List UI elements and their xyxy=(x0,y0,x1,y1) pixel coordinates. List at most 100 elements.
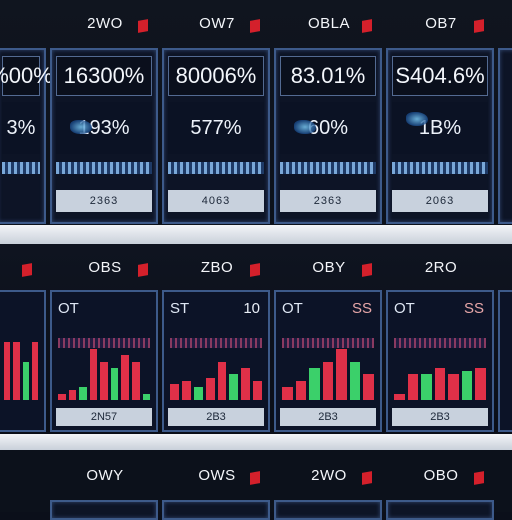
chart-bar xyxy=(461,371,473,400)
metric-tile[interactable]: 83.01% 60% 2363 xyxy=(274,48,382,224)
chart-bar xyxy=(229,374,239,400)
flag-icon xyxy=(362,263,372,277)
signal-band xyxy=(58,338,150,348)
chart-bar xyxy=(193,387,203,400)
metric-value: S404.6% xyxy=(392,56,488,96)
metric-change: 193% xyxy=(56,102,152,154)
signal-band xyxy=(170,338,262,348)
chart-bar xyxy=(336,348,347,400)
flag-icon xyxy=(362,19,372,33)
header-label: OBS xyxy=(88,258,122,276)
header-label: OBO xyxy=(423,466,459,484)
chart-panel-edge xyxy=(498,290,512,432)
chart-bar xyxy=(295,380,307,400)
header-label: 2WO xyxy=(311,466,347,484)
bar-chart-panel[interactable]: ST 10 2B3 xyxy=(162,290,270,432)
bar-chart-panel[interactable]: OT SS 2B3 xyxy=(274,290,382,432)
chart-footer: 2B3 xyxy=(280,408,376,426)
chart-bar xyxy=(79,387,87,400)
bar-group xyxy=(4,336,38,400)
shelf-divider xyxy=(0,434,512,450)
chart-bar xyxy=(121,355,129,400)
chart-bar xyxy=(89,348,98,400)
ticker-strip xyxy=(392,162,488,174)
chart-bar xyxy=(282,387,293,400)
ticker-strip xyxy=(2,162,40,174)
chart-bar xyxy=(217,361,227,400)
flag-icon xyxy=(22,263,32,277)
sparkle-icon xyxy=(294,120,316,134)
flag-icon xyxy=(474,19,484,33)
bar-group xyxy=(58,336,151,400)
chart-right-label: SS xyxy=(463,300,484,317)
header-label: ZBO xyxy=(200,258,234,276)
chart-bar xyxy=(13,342,20,400)
tile-footer: 2363 xyxy=(56,190,152,212)
metric-change: 1B% xyxy=(392,102,488,154)
metric-change: 3% xyxy=(2,102,40,154)
flag-icon xyxy=(250,263,260,277)
metric-tile[interactable]: 80006% 577% 4063 xyxy=(162,48,270,224)
metric-tile-edge xyxy=(498,48,512,224)
metric-tile[interactable]: 16300% 193% 2363 xyxy=(50,48,158,224)
chart-bar xyxy=(181,380,191,400)
chart-bar xyxy=(309,368,320,400)
tile-footer: 2063 xyxy=(392,190,488,212)
chart-bar xyxy=(448,374,459,400)
flag-icon xyxy=(138,263,148,277)
ticker-strip xyxy=(56,162,152,174)
chart-bar xyxy=(110,368,119,400)
metric-tile[interactable]: %00% 3% xyxy=(0,48,53,224)
metric-value: %00% xyxy=(0,56,53,96)
signal-band xyxy=(394,338,486,348)
bar-chart-panel[interactable]: OT 2N57 xyxy=(50,290,158,432)
chart-bar xyxy=(349,361,361,400)
flag-icon xyxy=(138,19,148,33)
metric-value: 80006% xyxy=(168,56,264,96)
chart-left-label: OT xyxy=(282,300,303,317)
chart-right-label: SS xyxy=(351,300,372,317)
ticker-strip xyxy=(280,162,376,174)
header-label: OB7 xyxy=(425,14,457,32)
chart-bar xyxy=(131,361,140,400)
chart-bar xyxy=(4,342,11,400)
flag-icon xyxy=(474,471,484,485)
bottom-dashboard-row: OWY OWS 2WO OBO xyxy=(0,450,512,520)
chart-bar xyxy=(475,368,487,400)
header-label: 2WO xyxy=(87,14,123,32)
bar-group xyxy=(282,336,375,400)
chart-left-label: OT xyxy=(394,300,415,317)
metric-tile[interactable]: S404.6% 1B% 2063 xyxy=(386,48,494,224)
header-label: OW7 xyxy=(199,14,235,32)
header-label: OBLA xyxy=(307,14,351,32)
chart-bar xyxy=(68,390,77,400)
chart-bar xyxy=(434,368,446,400)
chart-bar xyxy=(322,361,334,400)
chart-bar xyxy=(58,393,66,400)
chart-footer: 2B3 xyxy=(168,408,264,426)
chart-dashboard-row: OBS ZBO OBY 2RO OT 2N57 ST 10 2B3 OT SS … xyxy=(0,244,512,434)
flag-icon xyxy=(250,19,260,33)
metric-change: 577% xyxy=(168,102,264,154)
bar-group xyxy=(394,336,487,400)
bar-chart-panel[interactable] xyxy=(0,290,46,432)
header-label: 2RO xyxy=(424,258,458,276)
metric-tile-top[interactable] xyxy=(50,500,158,520)
sparkle-icon xyxy=(70,120,92,134)
metric-tile-top[interactable] xyxy=(386,500,494,520)
bar-chart-panel[interactable]: OT SS 2B3 xyxy=(386,290,494,432)
top-dashboard-row: 2WO OW7 OBLA OB7 %00% 3% 16300% 193% 236… xyxy=(0,0,512,225)
chart-bar xyxy=(253,380,262,400)
chart-bar xyxy=(363,374,375,400)
signal-band xyxy=(282,338,374,348)
chart-footer: 2B3 xyxy=(392,408,488,426)
chart-footer: 2N57 xyxy=(56,408,152,426)
flag-icon xyxy=(362,471,372,485)
bar-group xyxy=(170,336,262,400)
shelf-divider xyxy=(0,225,512,244)
metric-tile-top[interactable] xyxy=(274,500,382,520)
metric-tile-top[interactable] xyxy=(162,500,270,520)
header-label: OBY xyxy=(312,258,346,276)
tile-footer: 4063 xyxy=(168,190,264,212)
chart-left-label: OT xyxy=(58,300,79,317)
